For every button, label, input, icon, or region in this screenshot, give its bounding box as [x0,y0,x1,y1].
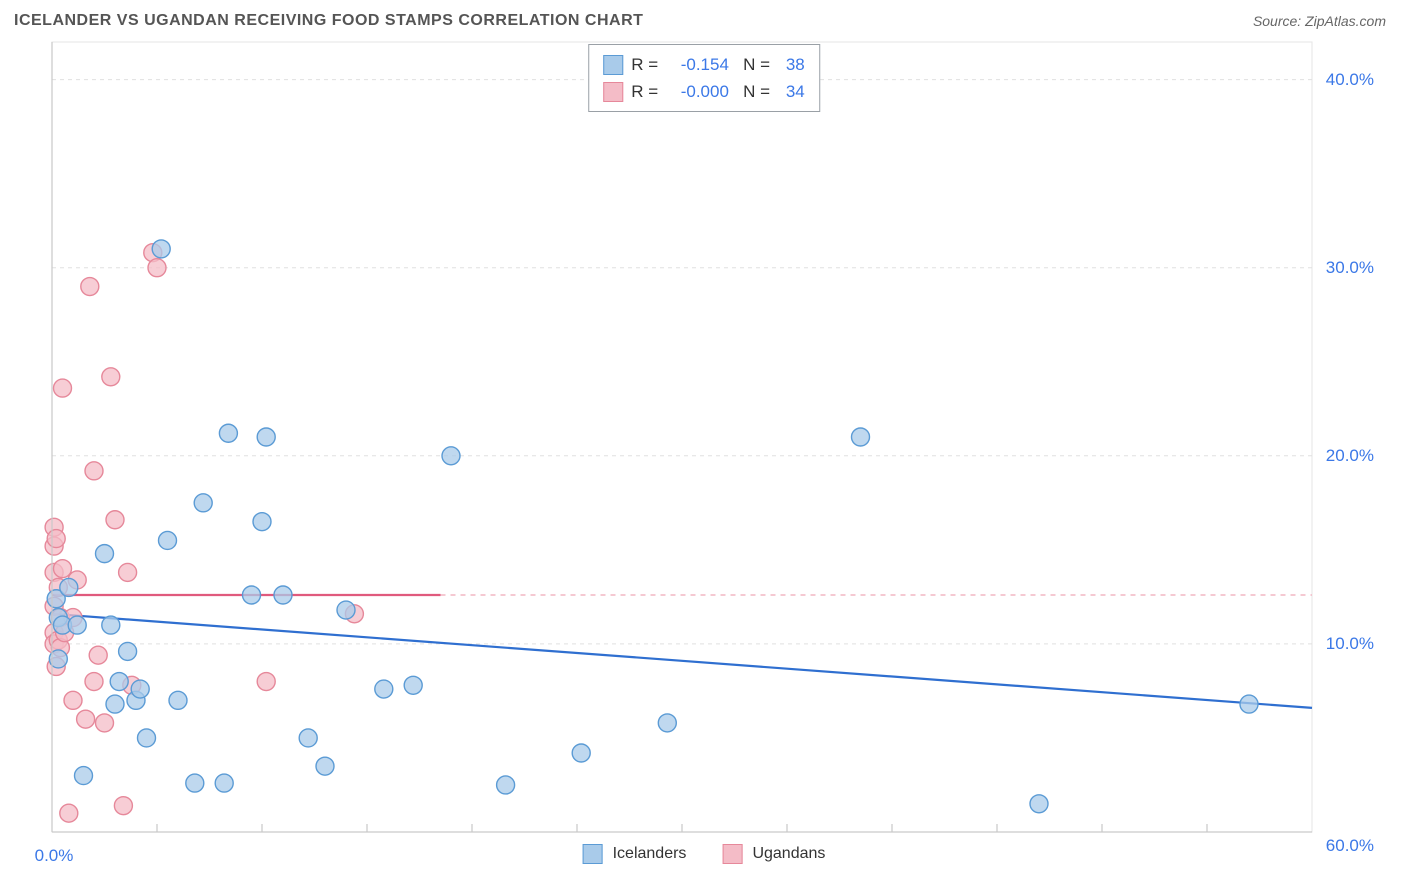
r-label: R = [631,55,658,74]
r-value: -0.000 [663,78,729,105]
n-label: N = [743,55,770,74]
legend-label: Ugandans [752,845,825,863]
n-label: N = [743,82,770,101]
chart-title: ICELANDER VS UGANDAN RECEIVING FOOD STAM… [14,12,643,30]
blue-swatch-icon [603,55,623,75]
axis-tick-label: 40.0% [1326,70,1374,90]
pink-swatch-icon [722,844,742,864]
axis-tick-label: 10.0% [1326,634,1374,654]
stats-legend-row: R = -0.154 N = 38 [603,51,805,78]
blue-swatch-icon [583,844,603,864]
n-value: 34 [775,78,805,105]
chart-header: ICELANDER VS UGANDAN RECEIVING FOOD STAM… [0,0,1406,38]
axis-tick-label: 20.0% [1326,446,1374,466]
stats-legend: R = -0.154 N = 38R = -0.000 N = 34 [588,44,820,112]
legend-label: Icelanders [613,845,687,863]
axis-tick-label: 30.0% [1326,258,1374,278]
stats-legend-row: R = -0.000 N = 34 [603,78,805,105]
series-legend: Icelanders Ugandans [583,844,826,864]
r-label: R = [631,82,658,101]
chart-source: Source: ZipAtlas.com [1253,13,1386,29]
axis-tick-label: 0.0% [35,846,74,866]
pink-swatch-icon [603,82,623,102]
legend-item: Ugandans [722,844,825,864]
scatter-chart [14,38,1394,864]
n-value: 38 [775,51,805,78]
axis-tick-label: 60.0% [1326,836,1374,856]
legend-item: Icelanders [583,844,687,864]
chart-area: Receiving Food Stamps ZIPatlas R = -0.15… [14,38,1394,864]
r-value: -0.154 [663,51,729,78]
